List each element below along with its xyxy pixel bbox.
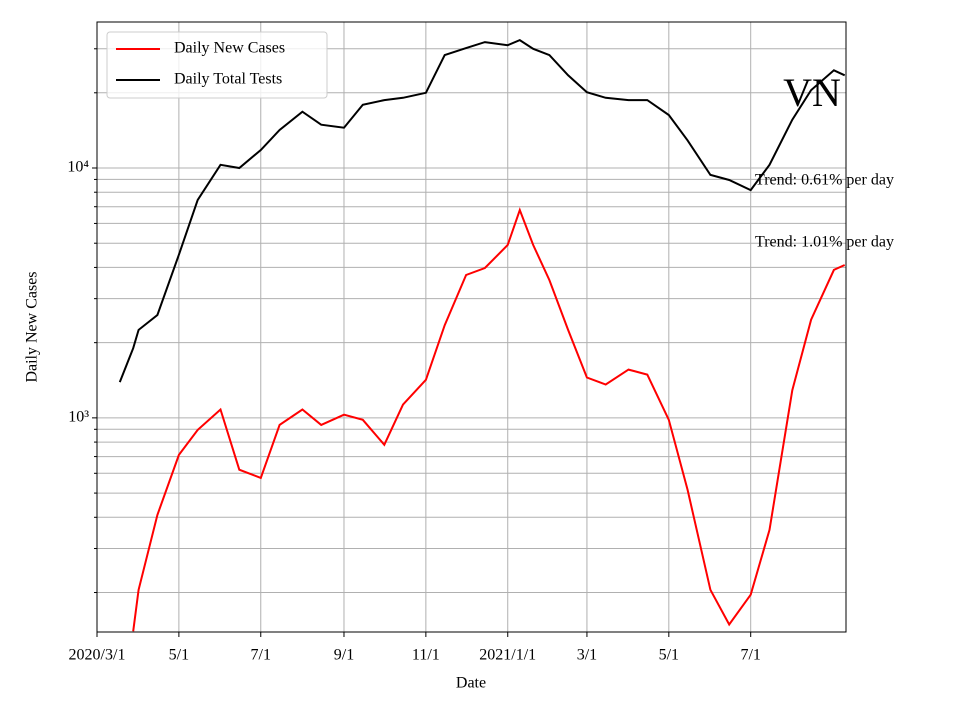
- legend-label: Daily New Cases: [174, 40, 285, 57]
- series-line: [132, 207, 846, 632]
- plot-area: [118, 38, 846, 632]
- x-axis-label: Date: [456, 675, 486, 692]
- x-tick-label: 7/1: [740, 647, 760, 664]
- y-tick-label: 10⁴: [67, 159, 89, 176]
- x-tick-label: 2020/3/1: [69, 647, 126, 664]
- legend: Daily New Cases Daily Total Tests: [106, 31, 328, 99]
- annotation: Trend: 1.01% per day: [755, 234, 894, 251]
- x-tick-label: 5/1: [169, 647, 189, 664]
- annotation: Trend: 0.61% per day: [755, 172, 894, 189]
- x-tick-label: 2021/1/1: [479, 647, 536, 664]
- x-tick-label: 9/1: [334, 647, 354, 664]
- legend-box: [106, 31, 328, 99]
- x-tick-label: 11/1: [412, 647, 440, 664]
- x-tick-label: 7/1: [251, 647, 271, 664]
- axes-frame: [96, 21, 847, 633]
- x-tick-label: 5/1: [659, 647, 679, 664]
- y-axis-label: Daily New Cases: [24, 271, 41, 382]
- chart-title: VN: [783, 70, 841, 115]
- y-tick-label: 10³: [68, 409, 89, 426]
- series-line: [118, 38, 846, 383]
- x-tick-label: 3/1: [577, 647, 597, 664]
- grid: [96, 22, 846, 632]
- legend-label: Daily Total Tests: [174, 71, 282, 88]
